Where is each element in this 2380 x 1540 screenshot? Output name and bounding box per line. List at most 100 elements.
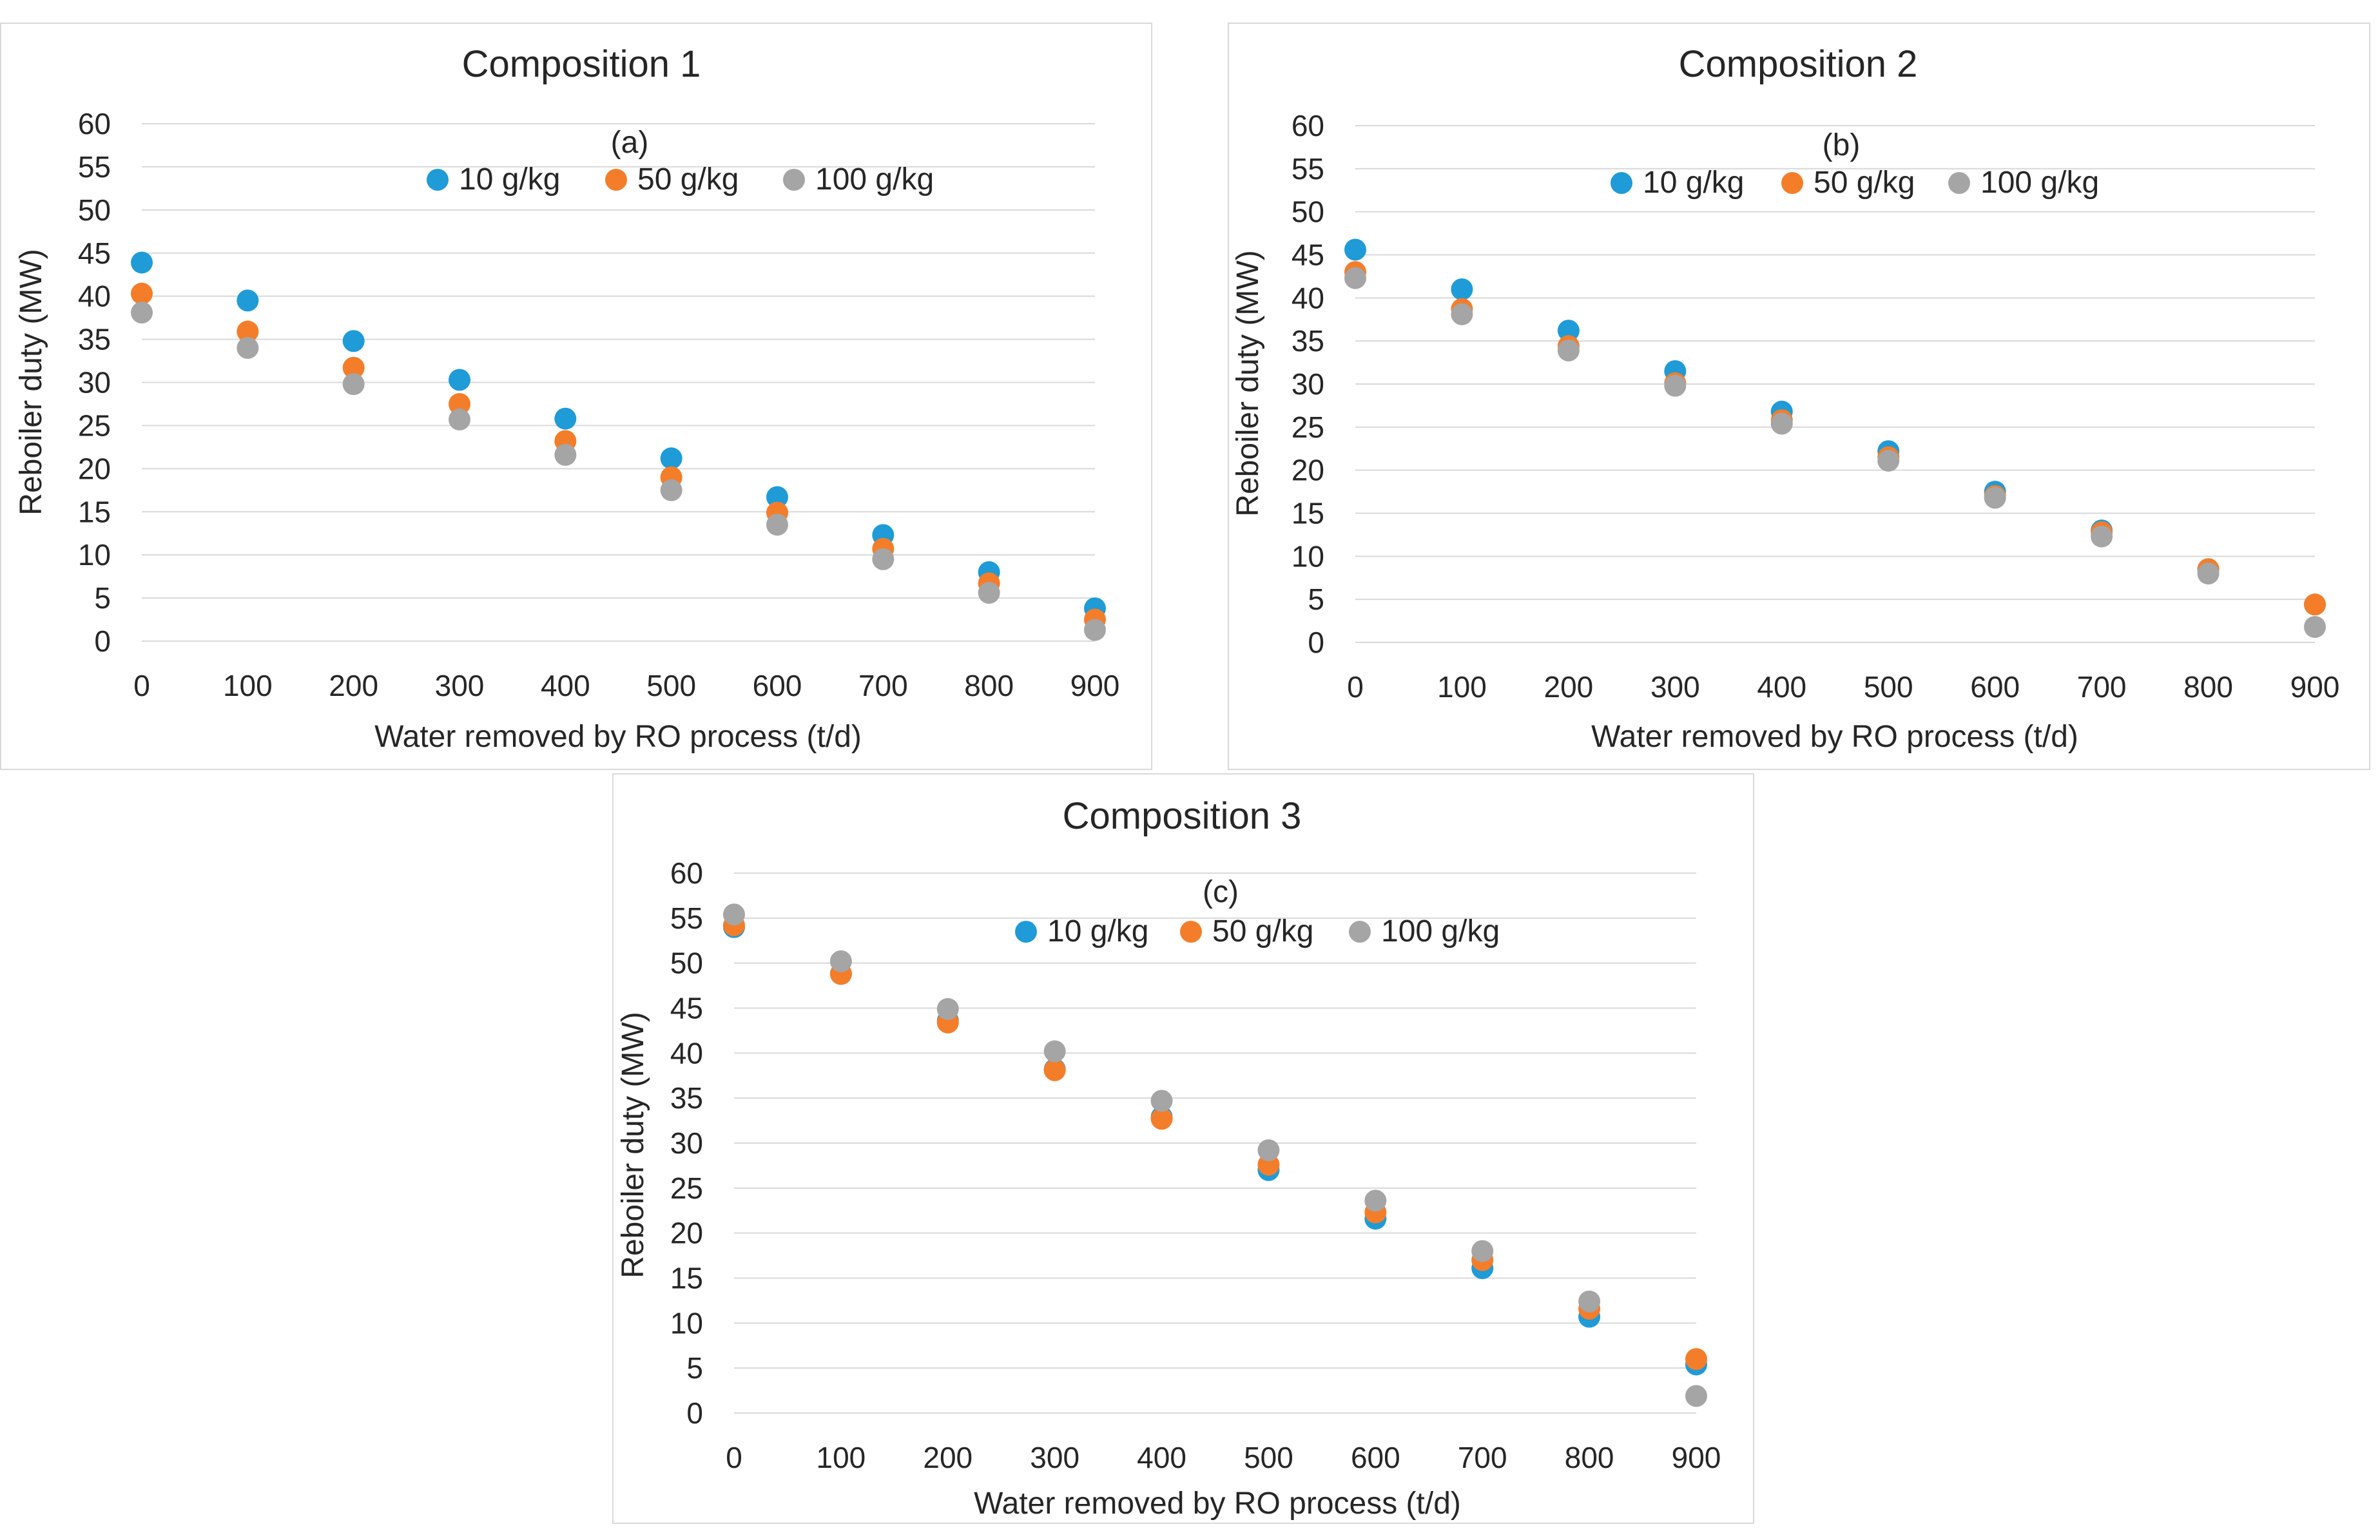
data-point <box>1984 486 2006 509</box>
x-tick-label: 100 <box>1437 670 1487 704</box>
data-point <box>1664 374 1687 397</box>
legend-label: 10 g/kg <box>1643 166 1744 200</box>
legend-label: 10 g/kg <box>1047 914 1148 948</box>
chart-panel-composition-2: 0 5 10 15 20 25 30 35 40 45 50 55 60 0 100 200 300 400 500… <box>1228 23 2370 770</box>
data-point <box>660 479 682 501</box>
legend-marker <box>1948 172 1970 194</box>
legend-marker <box>1781 172 1803 194</box>
x-tick-label: 500 <box>646 669 696 702</box>
legend-label: 100 g/kg <box>1381 914 1500 948</box>
legend-marker <box>427 169 449 191</box>
data-point <box>342 330 365 352</box>
x-tick-label: 800 <box>964 669 1014 702</box>
y-tick-label: 60 <box>1292 109 1324 142</box>
chart-panel-composition-3: 0 5 10 15 20 25 30 35 40 45 50 55 60 0 100 200 300 400 500… <box>612 773 1754 1524</box>
legend-label: 50 g/kg <box>1212 914 1313 948</box>
x-tick-label: 700 <box>2077 670 2127 704</box>
y-tick-label: 15 <box>670 1262 703 1295</box>
data-point <box>131 251 153 274</box>
data-point <box>1344 267 1366 289</box>
chart-title: Composition 3 <box>1063 795 1302 837</box>
x-tick-label: 900 <box>1672 1441 1721 1474</box>
x-tick-label: 900 <box>2290 670 2340 704</box>
x-tick-label: 0 <box>726 1441 742 1474</box>
x-tick-label: 600 <box>753 669 802 702</box>
data-point <box>2091 525 2113 548</box>
data-point <box>829 950 852 972</box>
legend-label: 100 g/kg <box>1980 166 2099 200</box>
legend-label: 10 g/kg <box>459 162 560 197</box>
y-tick-label: 60 <box>78 107 111 140</box>
data-point <box>449 369 470 391</box>
x-tick-label: 900 <box>1070 669 1120 702</box>
legend-marker <box>605 169 627 191</box>
legend-marker <box>1611 172 1632 194</box>
y-tick-label: 20 <box>670 1217 703 1250</box>
y-tick-label: 55 <box>78 150 111 184</box>
x-tick-label: 100 <box>817 1441 866 1474</box>
legend-marker <box>783 169 805 191</box>
data-point <box>1770 412 1793 435</box>
legend-marker <box>1349 921 1371 943</box>
x-tick-label: 500 <box>1244 1441 1293 1474</box>
y-tick-label: 5 <box>686 1351 703 1385</box>
legend-marker <box>1015 921 1037 943</box>
y-tick-label: 25 <box>78 409 111 442</box>
x-tick-label: 0 <box>133 669 150 702</box>
y-tick-label: 0 <box>686 1396 703 1430</box>
y-tick-label: 35 <box>78 323 111 356</box>
data-point <box>131 302 153 324</box>
x-tick-label: 500 <box>1864 670 1913 704</box>
y-tick-label: 10 <box>1292 539 1324 573</box>
data-point <box>237 320 259 343</box>
data-point <box>1557 339 1580 361</box>
data-point <box>449 409 470 431</box>
data-point <box>2304 615 2326 638</box>
data-point <box>1043 1059 1066 1081</box>
x-tick-label: 200 <box>1544 670 1594 704</box>
y-tick-label: 60 <box>670 856 703 890</box>
data-point <box>723 903 745 926</box>
data-point <box>1451 278 1473 300</box>
x-tick-label: 400 <box>1137 1441 1186 1474</box>
y-tick-label: 5 <box>1308 582 1324 616</box>
chart-title: Composition 2 <box>1679 43 1918 85</box>
data-point <box>237 289 259 312</box>
chart-title: Composition 1 <box>462 43 701 85</box>
y-tick-label: 15 <box>1292 497 1324 530</box>
y-tick-label: 35 <box>670 1081 703 1115</box>
data-point <box>342 373 365 396</box>
data-point <box>1150 1108 1173 1130</box>
legend-label: 100 g/kg <box>815 162 934 197</box>
chart-annotation: (c) <box>1203 875 1239 909</box>
y-tick-label: 50 <box>78 193 111 227</box>
x-tick-label: 600 <box>1351 1441 1400 1474</box>
x-tick-label: 600 <box>1970 670 2020 704</box>
data-point <box>1150 1090 1173 1112</box>
data-point <box>554 407 577 430</box>
data-point <box>936 997 959 1020</box>
y-tick-label: 45 <box>670 992 703 1025</box>
legend-label: 50 g/kg <box>1814 166 1915 200</box>
data-point <box>1471 1240 1494 1262</box>
y-tick-label: 55 <box>1292 152 1324 186</box>
x-tick-label: 0 <box>1347 670 1364 704</box>
x-tick-label: 800 <box>1565 1441 1614 1474</box>
data-point <box>1451 303 1473 325</box>
y-tick-label: 55 <box>670 901 703 935</box>
x-tick-label: 200 <box>923 1441 972 1474</box>
x-axis-label: Water removed by RO process (t/d) <box>1591 720 2078 754</box>
y-tick-label: 30 <box>78 366 111 399</box>
y-tick-label: 10 <box>78 538 111 572</box>
data-point <box>1578 1290 1601 1313</box>
y-tick-label: 40 <box>78 280 111 313</box>
y-tick-label: 50 <box>1292 195 1324 229</box>
x-tick-label: 300 <box>1650 670 1700 704</box>
x-tick-label: 700 <box>858 669 908 702</box>
legend-marker <box>1180 921 1202 943</box>
data-point <box>1685 1385 1707 1407</box>
x-tick-label: 300 <box>1030 1441 1079 1474</box>
